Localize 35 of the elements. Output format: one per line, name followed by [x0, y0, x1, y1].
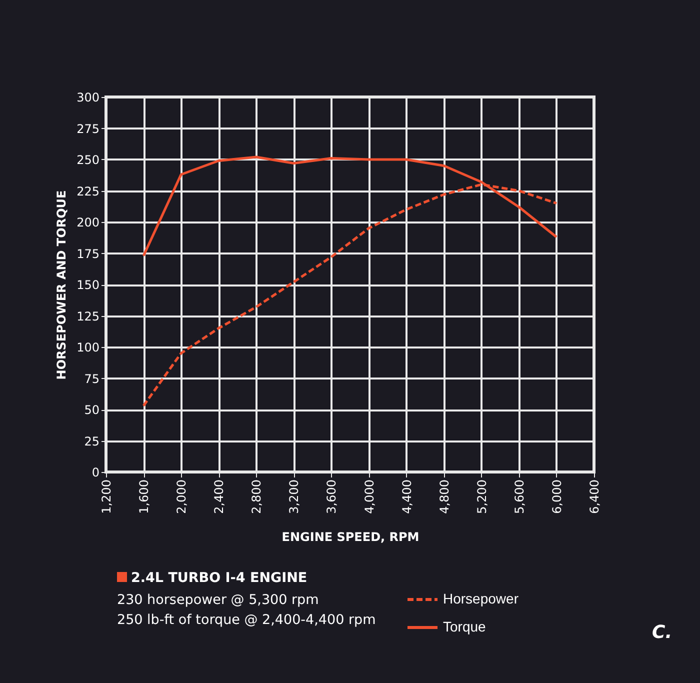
x-tick-label: 3,200 — [287, 480, 302, 514]
text: 230 horsepower @ 5,300 rpm — [117, 592, 319, 608]
y-axis-title: HORSEPOWER AND TORQUE — [54, 190, 69, 380]
x-axis-title: ENGINE SPEED, RPM — [282, 530, 420, 544]
x-tick-label: 4,400 — [400, 480, 414, 514]
y-tick-label: 225 — [76, 184, 100, 198]
x-tick-label: 5,200 — [474, 480, 489, 514]
y-tick-label: 300 — [76, 90, 100, 104]
x-tick-label: 2,800 — [250, 480, 264, 514]
x-tick-label: 2,000 — [174, 480, 189, 514]
x-tick-label: 1,200 — [100, 480, 114, 514]
x-tick-label: 5,600 — [512, 480, 526, 514]
x-tick-label: 6,400 — [588, 480, 602, 514]
x-tick-label: 4,000 — [362, 480, 376, 514]
x-tick-label: 1,600 — [137, 480, 152, 514]
y-tick-label: 25 — [84, 434, 100, 448]
y-tick-label: 100 — [76, 340, 100, 354]
y-tick-label: 125 — [76, 309, 100, 324]
text: 250 lb-ft of torque @ 2,400-4,400 rpm — [117, 612, 376, 628]
y-tick-label: 50 — [84, 403, 100, 417]
x-tick-label: 3,600 — [324, 480, 339, 514]
text: C. — [652, 622, 672, 643]
x-tick-label: 6,000 — [550, 480, 564, 514]
y-tick-label: 0 — [92, 466, 100, 480]
legend-label: Torque — [443, 618, 486, 634]
x-tick-label: 4,800 — [437, 480, 452, 514]
y-tick-label: 75 — [84, 372, 100, 386]
y-tick-label: 200 — [76, 216, 100, 230]
y-tick-label: 275 — [76, 122, 100, 136]
legend-label: Horsepower — [443, 590, 519, 606]
x-tick-label: 2,400 — [212, 480, 226, 514]
y-tick-label: 250 — [76, 153, 100, 167]
y-tick-label: 175 — [76, 246, 100, 261]
text: 2.4L TURBO I-4 ENGINE — [130, 570, 308, 586]
y-tick-label: 150 — [76, 278, 100, 292]
